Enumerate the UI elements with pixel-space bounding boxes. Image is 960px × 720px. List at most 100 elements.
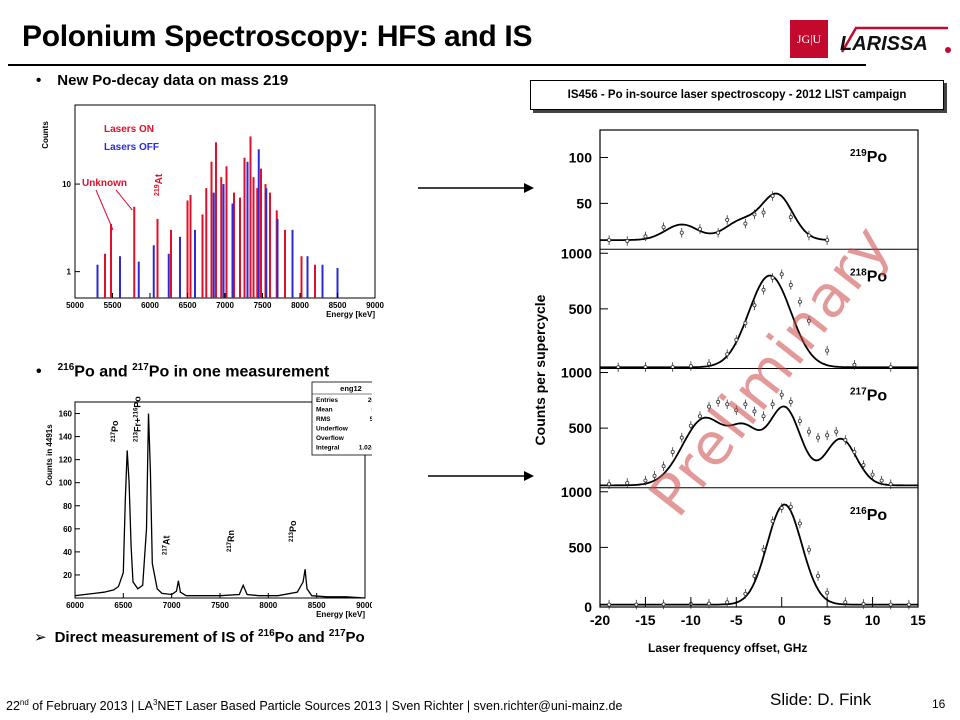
stats-row-label: Underflow	[316, 426, 349, 433]
jgu-logo-text: JG|U	[796, 31, 822, 46]
data-point-216	[816, 573, 821, 578]
data-point-218	[779, 272, 784, 277]
data-point-218	[797, 299, 802, 304]
data-point-217	[852, 449, 857, 454]
bullet-direct-is: ➢ Direct measurement of IS of 216Po and 2…	[34, 628, 365, 646]
x-tick-label: 8000	[259, 601, 277, 610]
x-tick-label: -10	[681, 612, 701, 628]
data-point-217	[679, 435, 684, 440]
data-point-216	[634, 602, 639, 607]
data-point-219	[716, 230, 721, 235]
data-point-219	[679, 230, 684, 235]
y-tick-label: 1	[67, 268, 72, 277]
data-point-216	[861, 602, 866, 607]
isotope-label-219: 219Po	[850, 148, 887, 166]
y-axis-label: Counts in 4491s	[45, 424, 54, 486]
x-tick-label: -15	[635, 612, 655, 628]
peak-label: 217Rn	[226, 530, 236, 552]
annotation-arrow	[95, 189, 114, 231]
mass216-217-spectrum-chart: 6000 6500 7000 7500 8000 8500 9000 20 40 60 80 100 1…	[45, 381, 372, 619]
x-tick-label: 5500	[104, 301, 122, 310]
y-tick-label: 80	[63, 502, 72, 511]
data-point-217	[797, 418, 802, 423]
data-point-219	[697, 227, 702, 232]
data-point-218	[770, 275, 775, 280]
legend-lasers-off: Lasers OFF	[104, 142, 159, 153]
x-tick-label: 15	[910, 612, 926, 628]
data-point-217	[697, 414, 702, 419]
data-point-218	[788, 283, 793, 288]
data-point-217	[688, 423, 693, 428]
data-point-219	[643, 234, 648, 239]
data-point-217	[843, 438, 848, 443]
y-tick-label: 500	[569, 539, 593, 555]
y-tick-label: 50	[576, 195, 592, 211]
annotation-arrow	[115, 189, 133, 211]
x-tick-label: 7000	[216, 301, 234, 310]
data-point-218	[761, 287, 766, 292]
data-point-217	[752, 409, 757, 414]
data-point-217	[725, 402, 730, 407]
data-point-216	[607, 602, 612, 607]
stats-row-value: 1.02e+04	[359, 445, 372, 452]
data-point-216	[779, 506, 784, 511]
x-tick-label: 10	[865, 612, 881, 628]
annotation-unknown: Unknown	[82, 178, 127, 189]
x-tick-label: 7000	[163, 601, 181, 610]
data-point-217	[779, 392, 784, 397]
data-point-217	[861, 463, 866, 468]
x-tick-label: 5000	[66, 301, 84, 310]
stats-row-value: 555.9	[370, 416, 372, 423]
title-divider	[8, 64, 866, 66]
data-point-216	[770, 519, 775, 524]
data-point-217	[661, 464, 666, 469]
x-tick-label: 8000	[291, 301, 309, 310]
data-point-219	[806, 233, 811, 238]
x-tick-label: 8500	[308, 601, 326, 610]
data-point-217	[707, 404, 712, 409]
data-point-217	[834, 429, 839, 434]
data-point-216	[707, 601, 712, 606]
larissa-logo-text: LARISSA	[840, 33, 928, 55]
x-axis-label: Energy [keV]	[316, 610, 365, 619]
x-tick-label: 6500	[114, 601, 132, 610]
data-point-218	[688, 364, 693, 369]
data-point-218	[852, 362, 857, 367]
data-point-217	[870, 472, 875, 477]
y-tick-label: 500	[569, 420, 593, 436]
data-point-218	[752, 303, 757, 308]
data-point-216	[661, 602, 666, 607]
x-tick-label: 7500	[254, 301, 272, 310]
campaign-title-box: IS456 - Po in-source laser spectroscopy …	[530, 80, 944, 110]
fit-curve-217	[600, 405, 918, 487]
laser-scan-xlabel: Laser frequency offset, GHz	[648, 641, 808, 655]
data-point-219	[788, 215, 793, 220]
isotope-label-218: 218Po	[850, 267, 887, 285]
y-tick-label: 0	[584, 599, 592, 615]
bullet-216-217: • 216Po and 217Po in one measurement	[36, 362, 330, 381]
y-axis-label: Counts	[41, 121, 50, 149]
data-point-217	[788, 399, 793, 404]
stats-row-label: RMS	[316, 416, 331, 423]
data-point-219	[761, 210, 766, 215]
y-tick-label: 10	[62, 180, 71, 189]
x-tick-label: 6000	[66, 601, 84, 610]
peak-label: 213Fr+216Po	[132, 396, 142, 442]
data-point-216	[788, 504, 793, 509]
data-point-216	[761, 547, 766, 552]
x-tick-label: -20	[590, 612, 610, 628]
y-tick-label: 60	[63, 525, 72, 534]
data-point-219	[752, 212, 757, 217]
data-point-217	[816, 435, 821, 440]
data-point-218	[734, 337, 739, 342]
y-tick-label: 1000	[561, 245, 592, 261]
data-point-216	[752, 573, 757, 578]
footer-text: 22nd of February 2013 | LA3NET Laser Bas…	[6, 698, 623, 714]
data-point-217	[716, 399, 721, 404]
arrow-right-icon	[418, 183, 534, 193]
data-point-217	[879, 478, 884, 483]
data-point-219	[770, 194, 775, 199]
x-tick-label: 0	[778, 612, 786, 628]
data-point-216	[825, 590, 830, 595]
isotope-label-217: 217Po	[850, 387, 887, 405]
